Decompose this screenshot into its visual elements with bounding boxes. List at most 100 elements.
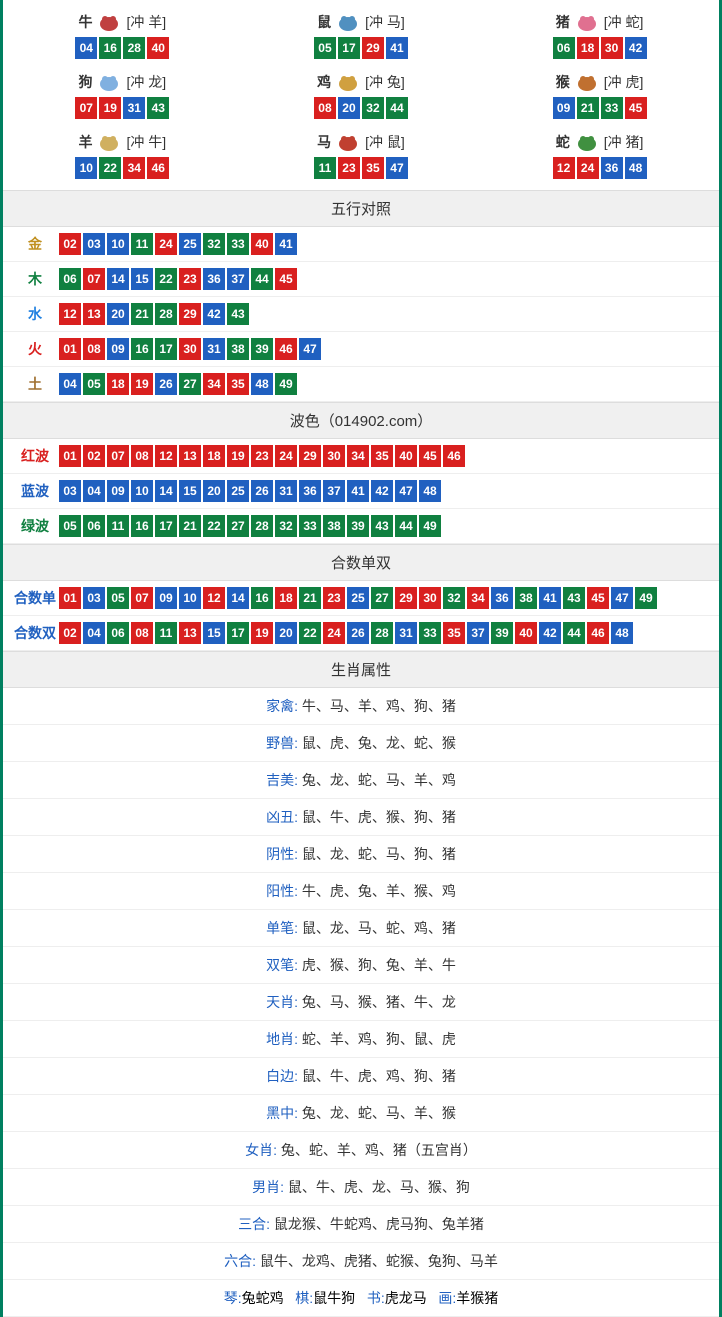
ball: 35 <box>362 157 384 179</box>
ball: 09 <box>107 480 129 502</box>
ball: 44 <box>395 515 417 537</box>
ball: 49 <box>635 587 657 609</box>
ball: 40 <box>147 37 169 59</box>
zodiac-balls: 06183042 <box>480 37 719 59</box>
ball: 43 <box>563 587 585 609</box>
zodiac-icon <box>95 71 123 93</box>
zodiac-clash: [冲 猪] <box>604 132 644 152</box>
ball: 13 <box>83 303 105 325</box>
ball: 08 <box>131 622 153 644</box>
footer-key: 棋: <box>295 1290 313 1306</box>
ball: 22 <box>155 268 177 290</box>
ball: 13 <box>179 445 201 467</box>
attr-row: 地肖: 蛇、羊、鸡、狗、鼠、虎 <box>3 1021 719 1058</box>
zodiac-balls: 12243648 <box>480 157 719 179</box>
ball: 40 <box>395 445 417 467</box>
ball: 47 <box>299 338 321 360</box>
zodiac-clash: [冲 龙] <box>126 72 166 92</box>
attrs-header: 生肖属性 <box>3 651 719 688</box>
ball: 24 <box>323 622 345 644</box>
ball: 37 <box>467 622 489 644</box>
attr-key: 阴性: <box>266 846 302 862</box>
ball: 08 <box>131 445 153 467</box>
ball: 14 <box>155 480 177 502</box>
ball: 05 <box>107 587 129 609</box>
row-balls: 03040910141520252631363741424748 <box>59 480 441 502</box>
ball: 16 <box>251 587 273 609</box>
row-balls: 0204060811131517192022242628313335373940… <box>59 622 633 644</box>
data-row: 木06071415222336374445 <box>3 262 719 297</box>
data-row: 水1213202128294243 <box>3 297 719 332</box>
data-row: 红波0102070812131819232429303435404546 <box>3 439 719 474</box>
ball: 47 <box>395 480 417 502</box>
attr-row: 白边: 鼠、牛、虎、鸡、狗、猪 <box>3 1058 719 1095</box>
zodiac-icon <box>334 71 362 93</box>
zodiac-cell: 马[冲 鼠]11233547 <box>242 125 481 185</box>
row-label: 水 <box>11 304 59 324</box>
ball: 48 <box>611 622 633 644</box>
ball: 32 <box>443 587 465 609</box>
ball: 17 <box>227 622 249 644</box>
zodiac-icon <box>573 11 601 33</box>
zodiac-cell: 羊[冲 牛]10223446 <box>3 125 242 185</box>
attr-key: 黑中: <box>266 1105 302 1121</box>
ball: 34 <box>123 157 145 179</box>
ball: 47 <box>611 587 633 609</box>
footer-key: 书: <box>367 1290 385 1306</box>
ball: 19 <box>131 373 153 395</box>
ball: 28 <box>123 37 145 59</box>
attr-val: 鼠、虎、兔、龙、蛇、猴 <box>302 735 456 751</box>
wuxing-rows: 金02031011242532334041木060714152223363744… <box>3 227 719 402</box>
ball: 07 <box>75 97 97 119</box>
ball: 28 <box>251 515 273 537</box>
ball: 06 <box>553 37 575 59</box>
ball: 40 <box>515 622 537 644</box>
ball: 04 <box>75 37 97 59</box>
row-label: 合数双 <box>11 623 59 643</box>
zodiac-clash: [冲 虎] <box>604 72 644 92</box>
ball: 32 <box>275 515 297 537</box>
ball: 41 <box>275 233 297 255</box>
ball: 30 <box>323 445 345 467</box>
row-balls: 04051819262734354849 <box>59 373 297 395</box>
ball: 26 <box>155 373 177 395</box>
ball: 38 <box>515 587 537 609</box>
ball: 21 <box>577 97 599 119</box>
ball: 45 <box>625 97 647 119</box>
attr-val: 鼠、牛、虎、龙、马、猴、狗 <box>288 1179 470 1195</box>
ball: 30 <box>601 37 623 59</box>
attr-key: 白边: <box>266 1068 302 1084</box>
ball: 13 <box>179 622 201 644</box>
zodiac-balls: 11233547 <box>242 157 481 179</box>
footer-val: 虎龙马 <box>385 1290 427 1306</box>
ball: 34 <box>467 587 489 609</box>
zodiac-name: 猪 <box>556 12 570 32</box>
ball: 36 <box>491 587 513 609</box>
ball: 45 <box>275 268 297 290</box>
ball: 33 <box>299 515 321 537</box>
ball: 05 <box>83 373 105 395</box>
ball: 20 <box>338 97 360 119</box>
ball: 49 <box>275 373 297 395</box>
ball: 12 <box>203 587 225 609</box>
zodiac-cell: 鼠[冲 马]05172941 <box>242 5 481 65</box>
ball: 25 <box>179 233 201 255</box>
data-row: 蓝波03040910141520252631363741424748 <box>3 474 719 509</box>
ball: 24 <box>275 445 297 467</box>
ball: 01 <box>59 587 81 609</box>
ball: 37 <box>227 268 249 290</box>
row-label: 绿波 <box>11 516 59 536</box>
ball: 29 <box>299 445 321 467</box>
attr-val: 兔、马、猴、猪、牛、龙 <box>302 994 456 1010</box>
ball: 46 <box>443 445 465 467</box>
ball: 17 <box>155 515 177 537</box>
ball: 39 <box>491 622 513 644</box>
ball: 14 <box>227 587 249 609</box>
ball: 49 <box>419 515 441 537</box>
ball: 48 <box>625 157 647 179</box>
ball: 18 <box>275 587 297 609</box>
data-row: 火0108091617303138394647 <box>3 332 719 367</box>
ball: 26 <box>347 622 369 644</box>
zodiac-name: 牛 <box>78 12 92 32</box>
ball: 29 <box>179 303 201 325</box>
